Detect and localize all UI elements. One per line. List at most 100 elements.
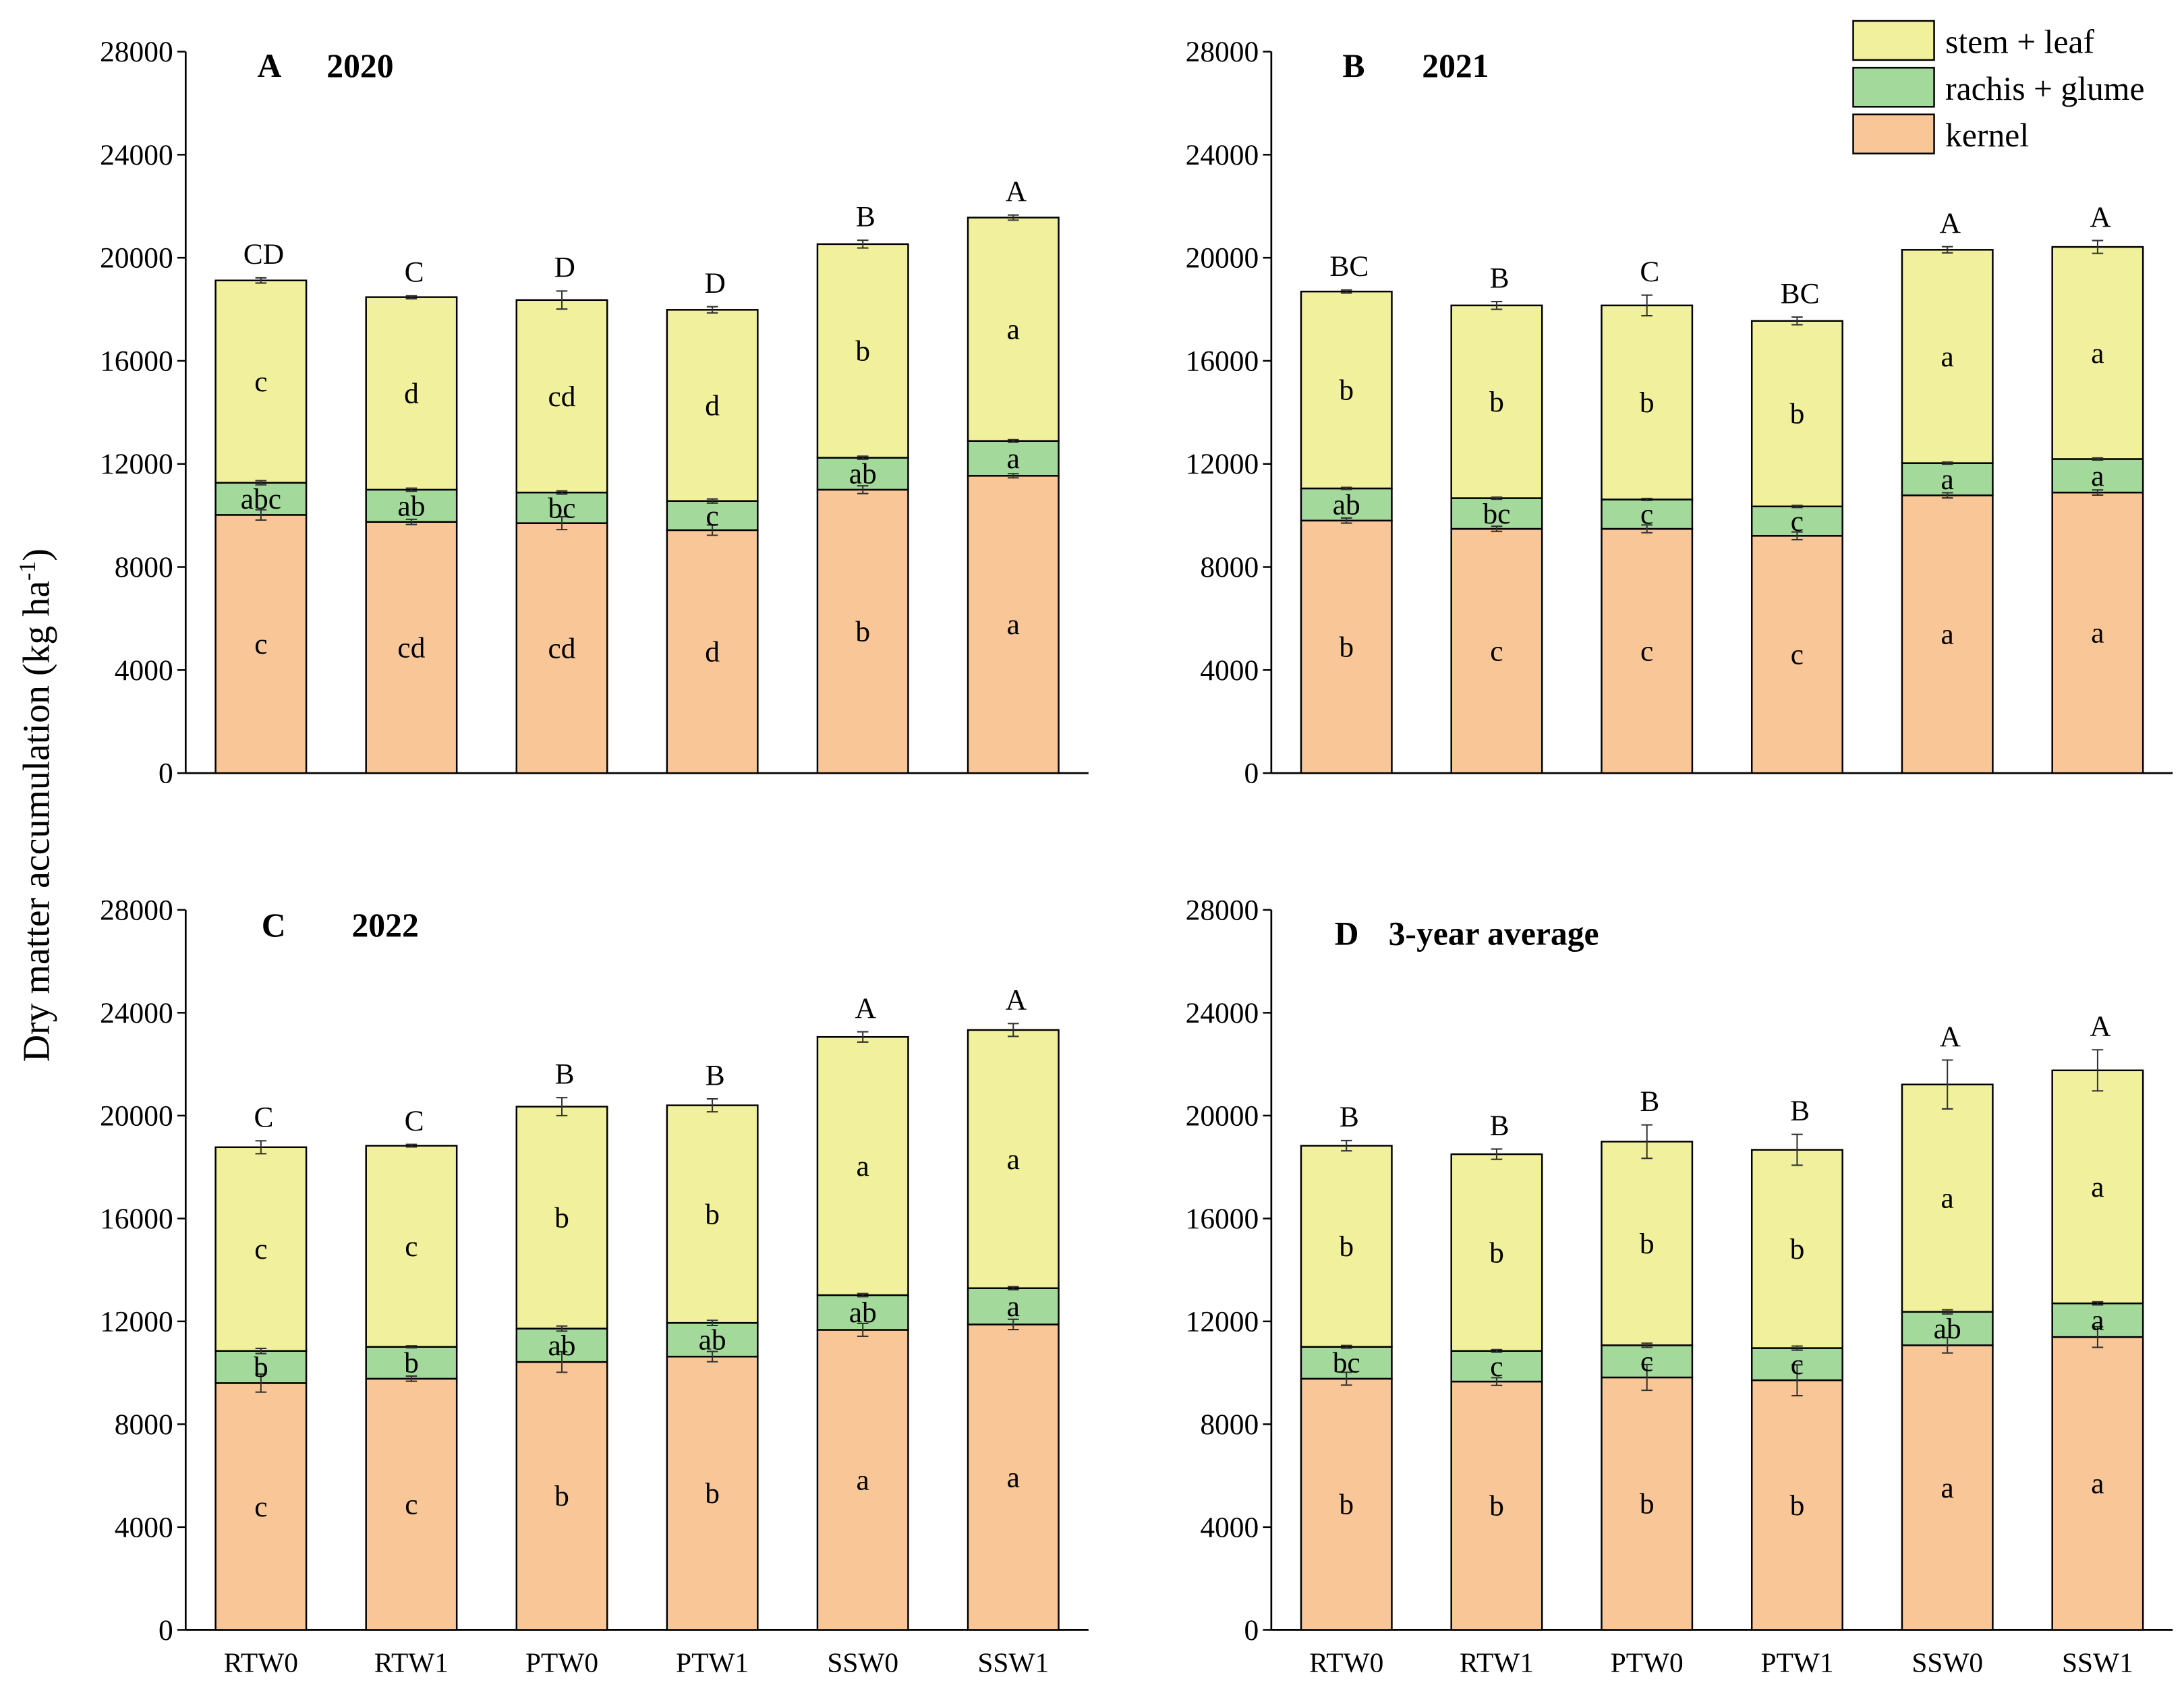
bar-stem-leaf <box>515 1106 608 1330</box>
error-bar <box>857 239 869 249</box>
rachis-letter: c <box>1490 1350 1503 1383</box>
bar-group-ptw1: b c b B <box>1750 1095 1843 1631</box>
error-bar <box>1008 1286 1019 1291</box>
error-bar <box>1008 1318 1019 1331</box>
y-tick-label: 16000 <box>100 345 173 377</box>
y-tick-label: 12000 <box>100 448 173 480</box>
bar-group-ssw1: a a a A <box>2051 1010 2144 1631</box>
bar-kernel <box>1901 494 1994 774</box>
y-tick-label: 24000 <box>1186 139 1259 171</box>
error-bar <box>857 1292 869 1298</box>
rachis-letter: c <box>1640 1346 1653 1378</box>
rachis-letter: ab <box>849 1296 877 1329</box>
stem-letter: d <box>705 390 720 422</box>
error-bar <box>1491 1348 1503 1353</box>
error-bar <box>857 455 869 460</box>
error-bar <box>706 524 718 536</box>
kernel-letter: b <box>855 616 870 648</box>
error-bar <box>1491 496 1503 501</box>
panel-letter: D <box>1335 915 1359 952</box>
bar-stem-leaf <box>816 243 909 459</box>
y-tick-label: 8000 <box>115 1408 173 1441</box>
y-tick-label: 16000 <box>1186 345 1259 377</box>
error-bar <box>556 516 568 531</box>
bar-group-ptw0: b c b B <box>1601 1085 1694 1631</box>
y-tick-label: 28000 <box>1186 894 1259 926</box>
bar-group-ptw0: cd bc cd D <box>515 252 608 774</box>
total-letter: B <box>856 200 875 233</box>
stem-letter: d <box>404 378 419 410</box>
error-bar <box>1340 486 1352 490</box>
x-tick-label: SSW0 <box>1912 1647 1983 1678</box>
rachis-letter: ab <box>548 1330 576 1362</box>
bar-kernel <box>1450 1380 1543 1631</box>
bar-group-ssw1: a a a A <box>2051 201 2144 774</box>
error-bar <box>255 1347 267 1354</box>
x-tick-label: RTW0 <box>224 1647 298 1678</box>
error-bar <box>405 487 418 492</box>
panel-b: 0 4000 8000 12000 16000 20000 24000 28000 B 2021 b… <box>1186 36 2173 790</box>
bar-stem-leaf <box>1450 1153 1543 1352</box>
stem-letter: cd <box>548 380 576 413</box>
kernel-letter: a <box>857 1464 869 1496</box>
rachis-letter: b <box>404 1347 419 1379</box>
total-letter: B <box>1790 1095 1810 1127</box>
panel-title: 2021 <box>1422 47 1489 84</box>
panel-title: 2022 <box>352 907 419 944</box>
error-bar <box>405 1345 418 1349</box>
legend-swatch <box>1852 20 1935 61</box>
total-letter: CD <box>243 238 284 270</box>
bar-kernel <box>365 1377 458 1631</box>
y-tick-label: 0 <box>159 758 173 790</box>
total-letter: A <box>1006 175 1027 208</box>
bar-group-ptw1: c c b BC <box>1750 277 1843 774</box>
bar-stem-leaf <box>515 299 608 494</box>
legend-swatch <box>1852 67 1935 108</box>
error-bar <box>556 490 568 495</box>
error-bar <box>1641 524 1653 534</box>
error-bar <box>1491 525 1503 532</box>
y-tick-label: 24000 <box>100 997 173 1029</box>
error-bar <box>1941 1336 1953 1354</box>
error-bar <box>1491 301 1503 310</box>
kernel-letter: a <box>1941 619 1954 651</box>
kernel-letter: cd <box>548 632 576 664</box>
y-tick-label: 12000 <box>100 1305 173 1338</box>
y-tick-label: 0 <box>1244 758 1259 790</box>
bar-rachis-glume <box>1450 1350 1543 1383</box>
error-bar <box>2092 239 2104 254</box>
panel-title: 2020 <box>326 47 393 84</box>
kernel-letter: a <box>2091 1468 2104 1500</box>
rachis-letter: a <box>2091 460 2104 492</box>
bar-group-ssw0: a a a A <box>1901 207 1994 774</box>
panel-letter: A <box>257 47 281 84</box>
stem-letter: b <box>1489 386 1504 418</box>
stem-letter: a <box>857 1150 869 1182</box>
kernel-letter: a <box>1007 608 1020 641</box>
y-tick-label: 0 <box>159 1614 173 1647</box>
total-letter: C <box>1640 256 1659 288</box>
x-tick-label: PTW1 <box>1760 1647 1833 1678</box>
stem-letter: b <box>705 1198 720 1230</box>
kernel-letter: c <box>405 1489 418 1521</box>
rachis-letter: bc <box>1333 1347 1360 1379</box>
y-tick-label: 28000 <box>1186 36 1259 68</box>
kernel-letter: b <box>1339 631 1354 663</box>
error-bar <box>405 1143 418 1148</box>
bar-kernel <box>816 1329 909 1631</box>
x-tick-label: RTW1 <box>374 1647 449 1678</box>
bar-stem-leaf <box>1601 1141 1694 1346</box>
stem-letter: a <box>1007 1143 1020 1176</box>
error-bar <box>2092 489 2104 496</box>
rachis-letter: a <box>1007 443 1020 475</box>
y-tick-label: 20000 <box>1186 242 1259 275</box>
rachis-letter: ab <box>1934 1313 1961 1345</box>
bar-kernel <box>2051 491 2144 774</box>
bar-stem-leaf <box>365 1145 458 1348</box>
kernel-letter: b <box>554 1480 569 1512</box>
error-bar <box>556 290 568 310</box>
legend: stem + leaf rachis + glume kernel <box>1852 20 2145 154</box>
bar-group-rtw1: c bc b B <box>1450 262 1543 774</box>
x-tick-label: PTW1 <box>676 1647 749 1678</box>
